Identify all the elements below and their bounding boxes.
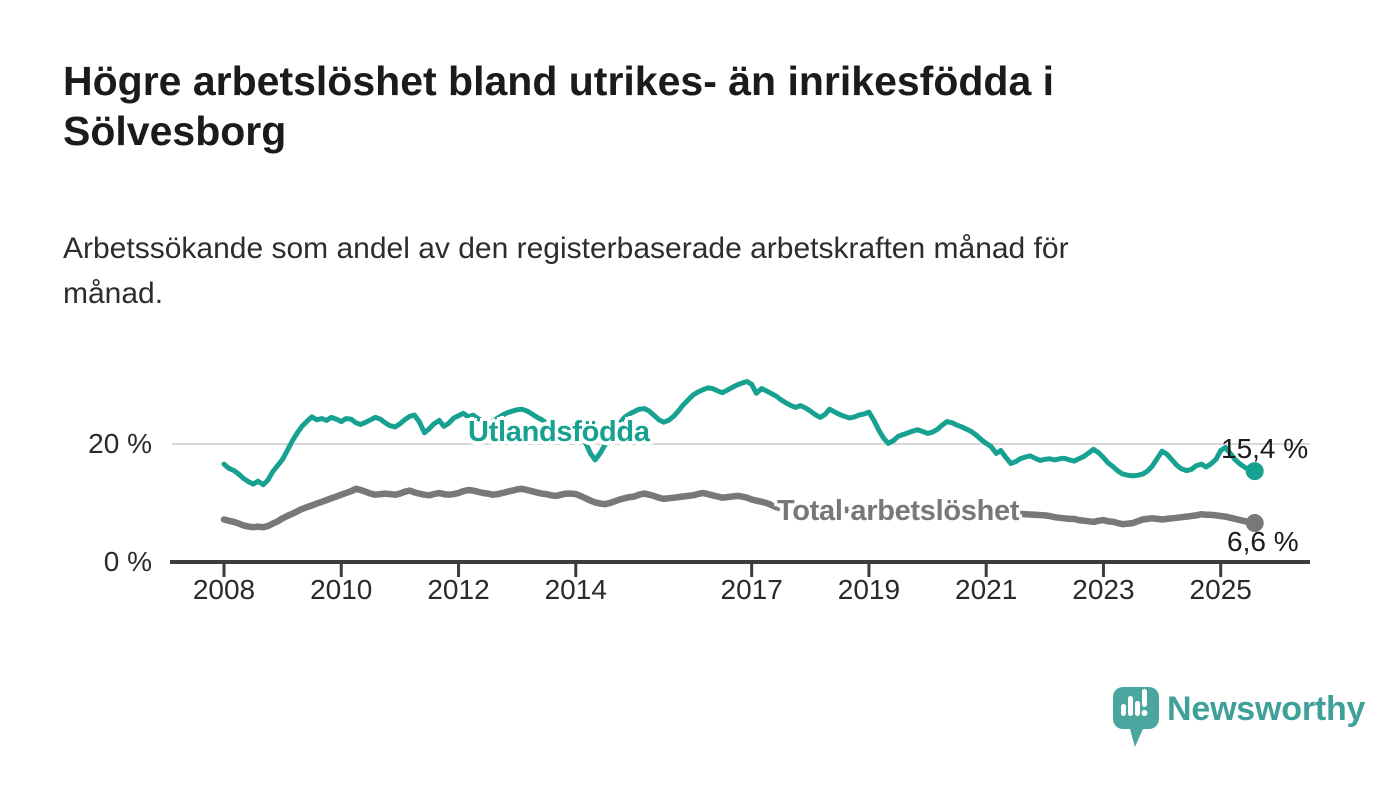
- series-line-0: [221, 379, 1258, 488]
- logo-bubble-shape: [1113, 687, 1159, 747]
- page-title: Högre arbetslöshet bland utrikes- än inr…: [63, 56, 1313, 156]
- x-tick-label: 2023: [1072, 574, 1135, 605]
- series-label-total-arbetsloshet: Total arbetslöshet: [777, 495, 1020, 527]
- page-title-line-2: Sölvesborg: [63, 108, 287, 154]
- x-tick-label: 2008: [192, 574, 256, 605]
- end-value-label-utlandsfodda: 15,4 %: [1221, 433, 1309, 464]
- end-value-label-total: 6,6 %: [1227, 526, 1299, 557]
- y-tick-label: 0 %: [103, 546, 152, 577]
- chart-subtitle-line-1: Arbetssökande som andel av den registerb…: [63, 232, 1069, 265]
- x-tick-label: 2012: [427, 574, 490, 605]
- x-tick-label: 2019: [837, 574, 901, 605]
- brand-name: Newsworthy: [1167, 690, 1366, 728]
- x-tick-label: 2021: [955, 574, 1018, 605]
- x-tick-label: 2025: [1189, 574, 1252, 605]
- series-end-dot-1: [1245, 514, 1264, 533]
- x-tick-label: 2010: [310, 574, 373, 605]
- series-label-utlandsfodda: Utlandsfödda: [468, 416, 650, 448]
- x-tick-label: 2014: [544, 574, 607, 605]
- logo-bar-chart-glyph: [1121, 689, 1148, 716]
- y-tick-label: 20 %: [88, 428, 152, 459]
- series-end-dot-0: [1245, 462, 1264, 481]
- x-tick-label: 2017: [720, 574, 783, 605]
- newsworthy-branding: Newsworthy: [1113, 687, 1365, 749]
- chart-subtitle-line-2: månad.: [63, 277, 164, 310]
- page-title-line-1: Högre arbetslöshet bland utrikes- än inr…: [63, 58, 1055, 104]
- series-line-1: [220, 485, 1258, 531]
- newsworthy-logo-icon: [1113, 687, 1159, 747]
- chart-subtitle: Arbetssökande som andel av den registerb…: [63, 226, 1313, 316]
